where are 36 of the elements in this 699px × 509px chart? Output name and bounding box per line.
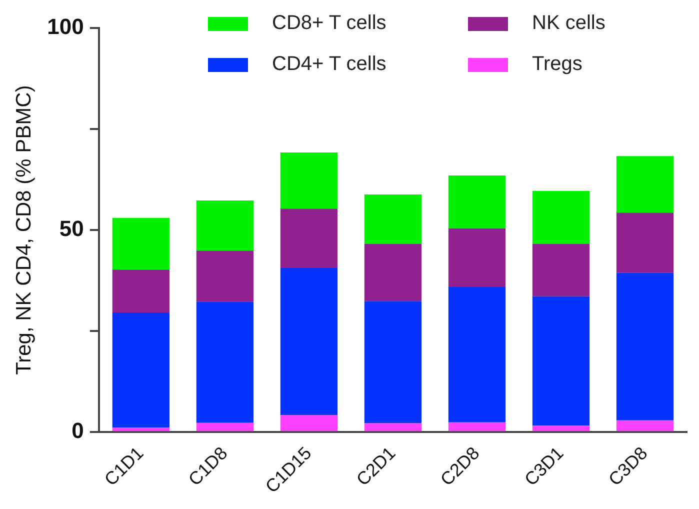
bar (280, 268, 338, 416)
bar (280, 152, 338, 209)
bar (364, 194, 422, 244)
bar (364, 301, 422, 424)
bar (532, 296, 590, 426)
bar (616, 272, 674, 420)
bar (196, 302, 254, 423)
y-axis-title: Treg, NK CD4, CD8 (% PBMC) (12, 85, 36, 375)
bar (448, 422, 506, 432)
bar (448, 228, 506, 288)
bar (616, 420, 674, 432)
bar (280, 208, 338, 268)
bar (532, 190, 590, 244)
bar (364, 423, 422, 432)
bar (448, 287, 506, 422)
bar (196, 250, 254, 302)
legend-label: CD8+ T cells (272, 12, 386, 35)
bar (616, 156, 674, 213)
bar (112, 428, 170, 432)
bar (532, 244, 590, 296)
bar (616, 212, 674, 273)
bar (112, 312, 170, 428)
bar (364, 244, 422, 302)
y-tick-label: 50 (59, 216, 84, 242)
bar (448, 176, 506, 228)
legend-label: Tregs (532, 53, 582, 76)
legend-label: NK cells (532, 12, 606, 35)
bar (112, 218, 170, 270)
y-tick-label: 100 (47, 14, 84, 40)
legend-label: CD4+ T cells (272, 53, 386, 76)
bar (532, 426, 590, 432)
bar (196, 200, 254, 251)
y-tick-label: 0 (72, 418, 84, 444)
bar (280, 415, 338, 432)
bar (112, 270, 170, 312)
bar (196, 422, 254, 432)
